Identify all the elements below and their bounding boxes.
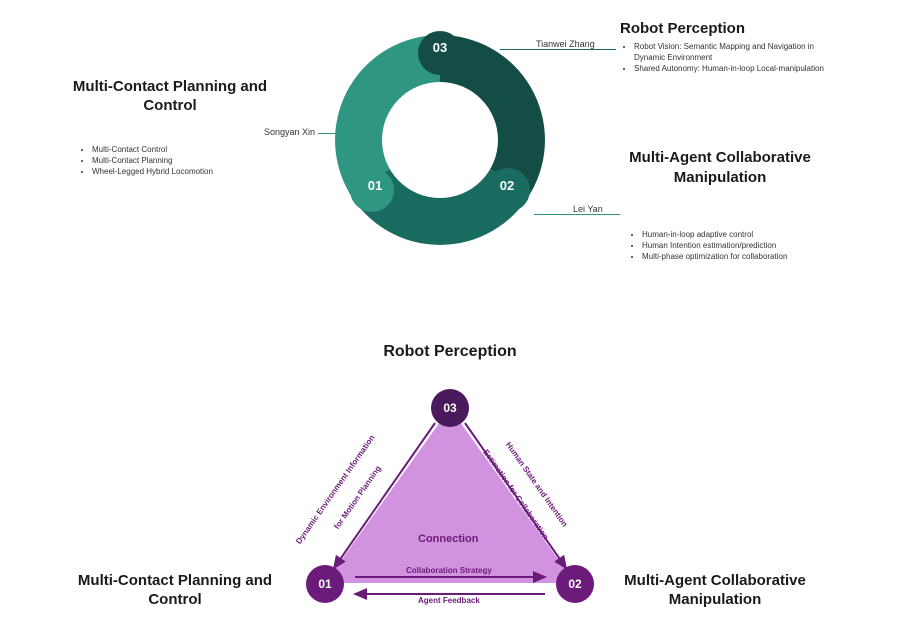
block-left: Multi-Contact Planning and Control: [70, 78, 270, 116]
edge-bottom-bot: Agent Feedback: [418, 596, 480, 605]
donut-chart: 01 02 03: [330, 30, 550, 250]
topright-title: Robot Perception: [620, 20, 840, 37]
topright-bullets: Robot Vision: Semantic Mapping and Navig…: [620, 41, 830, 75]
block-right: Multi-Agent Collaborative Manipulation: [625, 148, 815, 187]
node-01-label: Multi-Contact Planning and Control: [70, 572, 280, 610]
bullet: Wheel-Legged Hybrid Locomotion: [92, 166, 258, 177]
bullet: Human Intention estimation/prediction: [642, 240, 838, 251]
right-bullets: Human-in-loop adaptive control Human Int…: [628, 229, 838, 263]
bullet: Human-in-loop adaptive control: [642, 229, 838, 240]
bullet: Shared Autonomy: Human-in-loop Local-man…: [634, 63, 830, 74]
bullet: Robot Vision: Semantic Mapping and Navig…: [634, 41, 830, 63]
seg-03-num: 03: [427, 40, 453, 55]
bullet: Multi-Contact Planning: [92, 155, 258, 166]
right-author: Lei Yan: [573, 204, 603, 214]
seg-02-num: 02: [494, 178, 520, 193]
bottom-triangle-diagram: Robot Perception 03 01 02 Conne: [0, 335, 900, 624]
node-02-label: Multi-Agent Collaborative Manipulation: [590, 572, 840, 610]
top-donut-diagram: Multi-Contact Planning and Control Songy…: [0, 0, 900, 335]
left-title: Multi-Contact Planning and Control: [70, 78, 270, 116]
triangle-graphic: 03 01 02 Connection Dynamic Environment …: [300, 393, 600, 613]
bullet: Multi-phase optimization for collaborati…: [642, 251, 838, 262]
right-title: Multi-Agent Collaborative Manipulation: [625, 148, 815, 187]
node-03: 03: [431, 389, 469, 427]
node-03-label: Robot Perception: [383, 343, 516, 361]
block-topright: Robot Perception Robot Vision: Semantic …: [620, 20, 840, 75]
left-bullets: Multi-Contact Control Multi-Contact Plan…: [78, 144, 258, 178]
node-01: 01: [306, 565, 344, 603]
seg-01-num: 01: [362, 178, 388, 193]
center-label: Connection: [418, 533, 479, 545]
edge-bottom-top: Collaboration Strategy: [406, 566, 492, 575]
bullet: Multi-Contact Control: [92, 144, 258, 155]
node-02: 02: [556, 565, 594, 603]
left-author: Songyan Xin: [264, 127, 315, 137]
